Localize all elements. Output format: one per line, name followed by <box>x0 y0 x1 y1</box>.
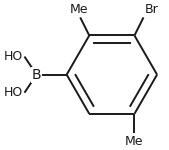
Text: B: B <box>32 68 41 82</box>
Text: HO: HO <box>4 86 23 99</box>
Text: Me: Me <box>125 135 144 148</box>
Text: Me: Me <box>69 3 88 16</box>
Text: HO: HO <box>4 50 23 63</box>
Text: Br: Br <box>145 3 159 16</box>
